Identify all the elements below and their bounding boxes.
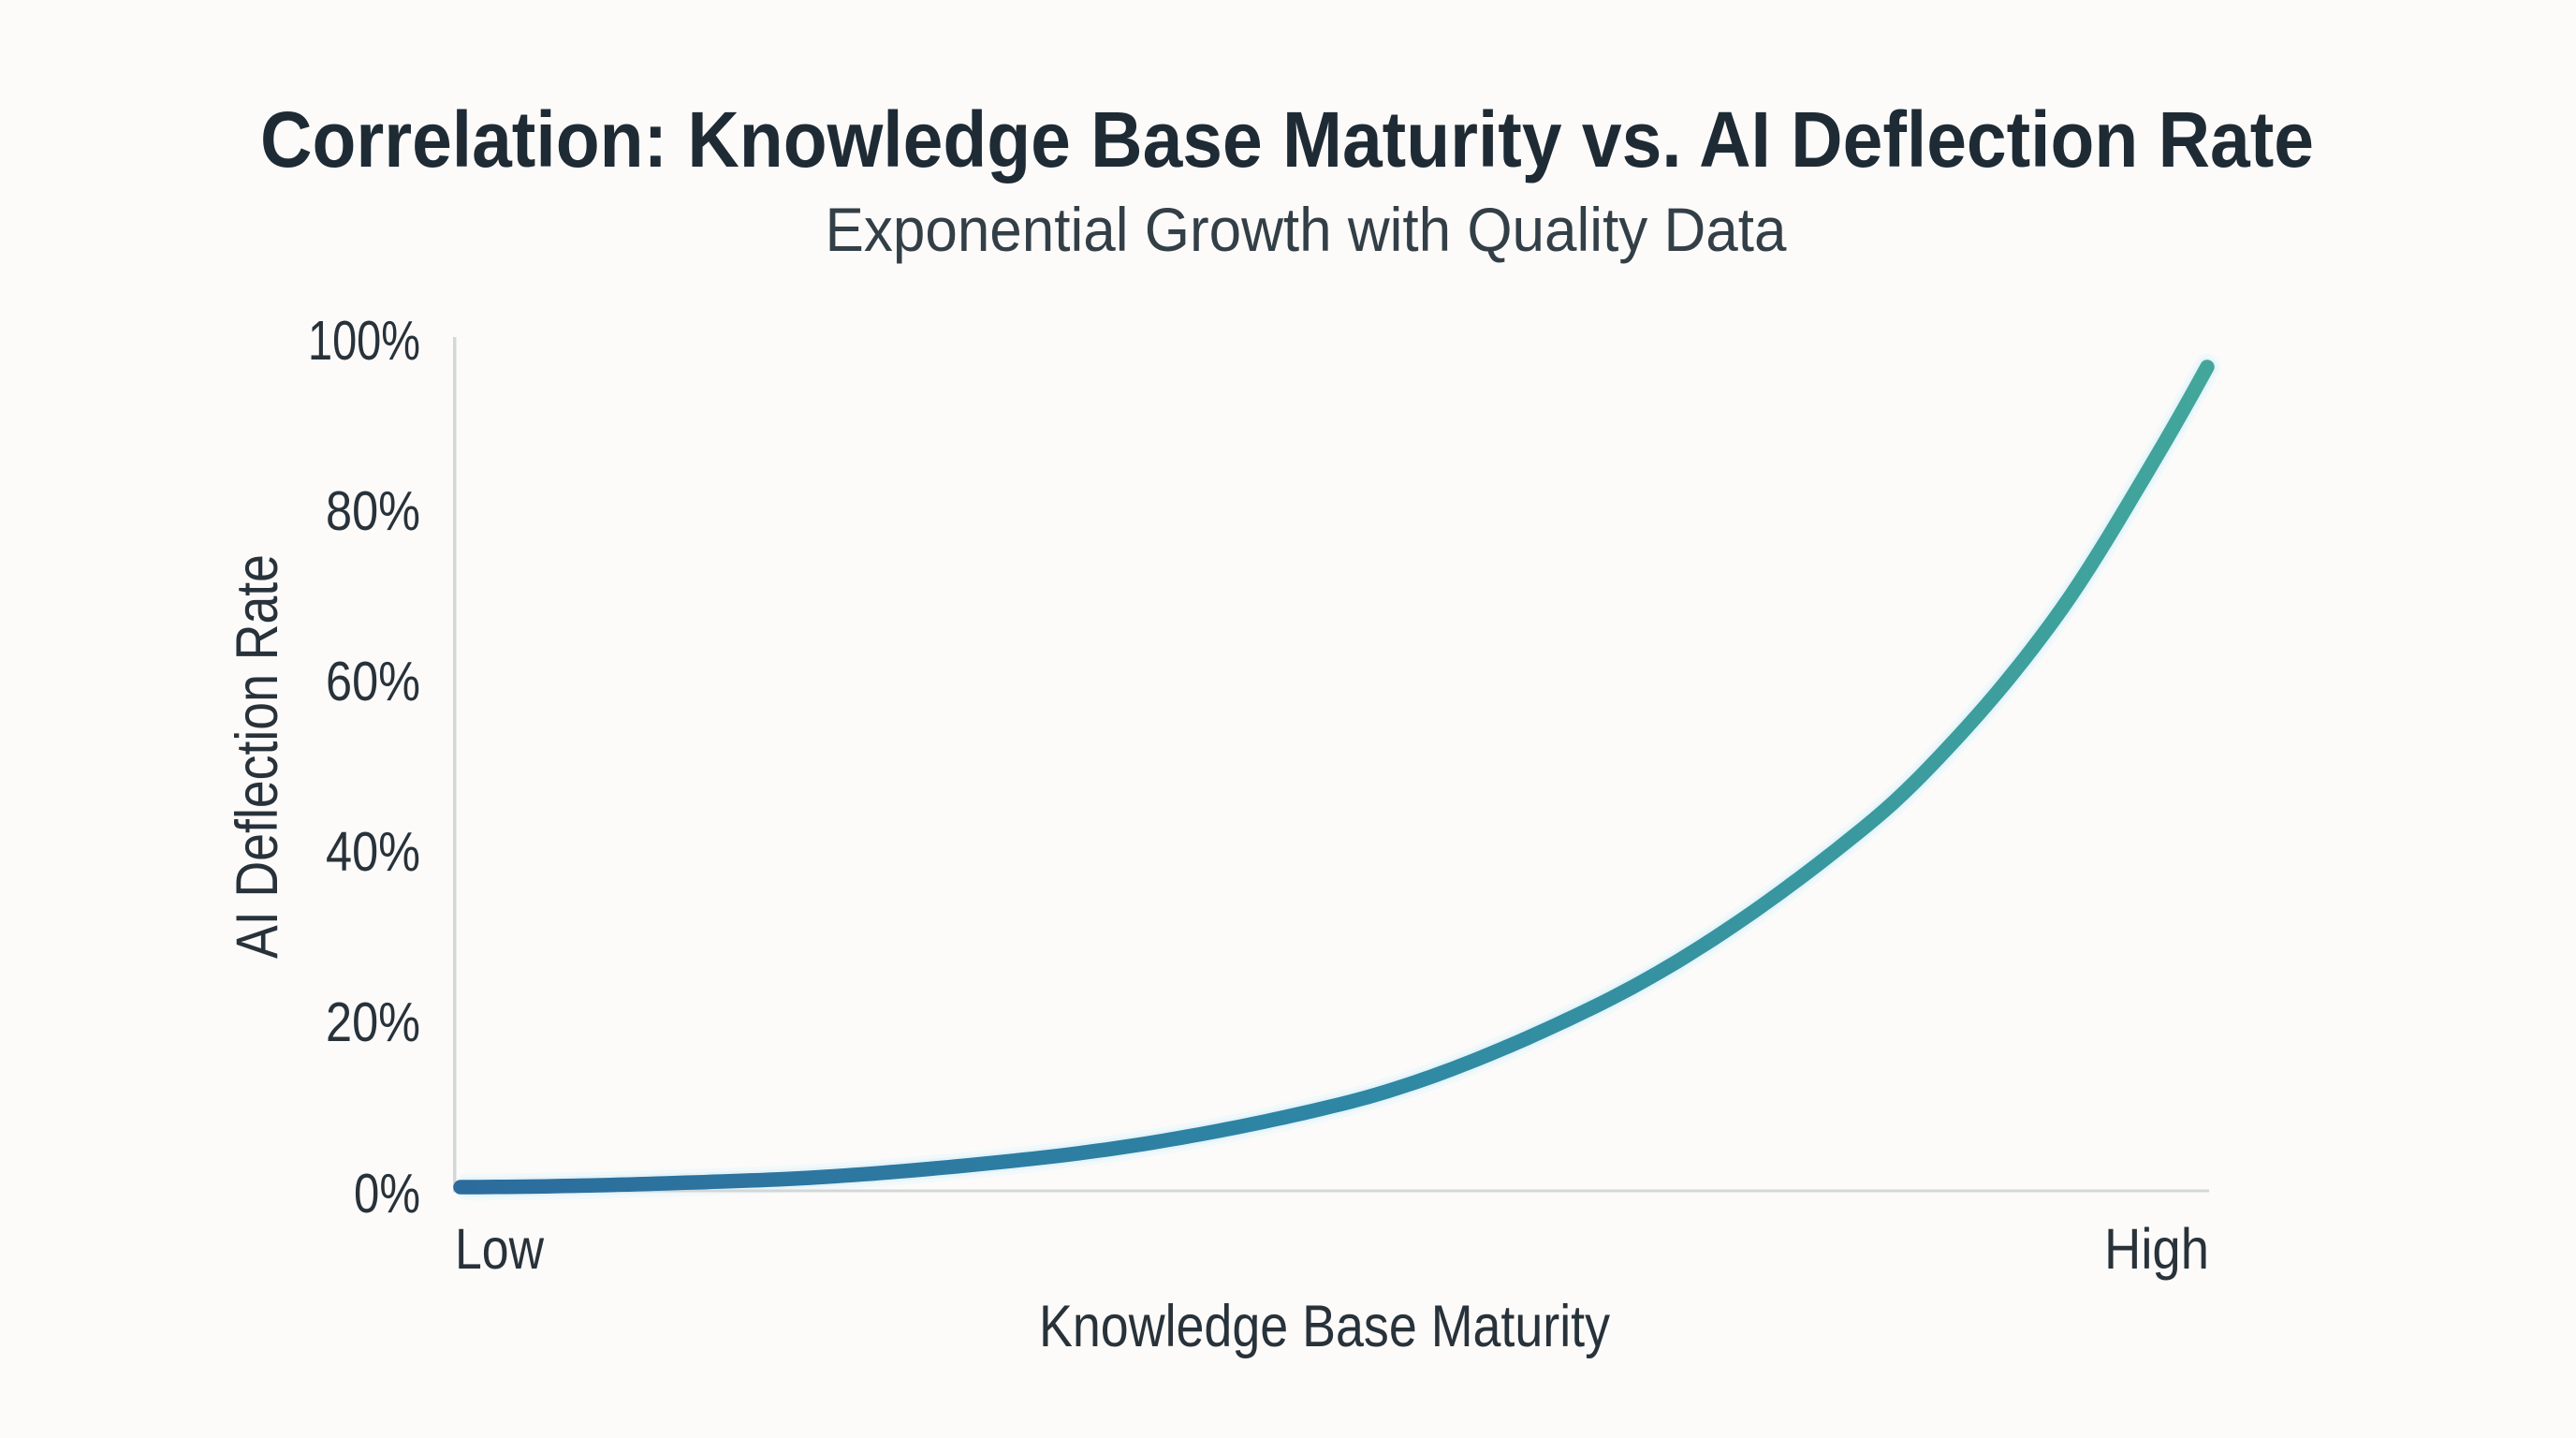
svg-text:0%: 0% [354, 1163, 420, 1225]
svg-text:Knowledge Base Maturity: Knowledge Base Maturity [1039, 1294, 1610, 1359]
svg-text:Correlation: Knowledge Base Ma: Correlation: Knowledge Base Maturity vs.… [260, 95, 2314, 183]
svg-text:Low: Low [455, 1217, 545, 1281]
svg-text:High: High [2104, 1217, 2209, 1281]
svg-text:Exponential Growth with Qualit: Exponential Growth with Quality Data [826, 195, 1787, 264]
svg-text:60%: 60% [326, 651, 420, 712]
svg-text:100%: 100% [308, 310, 420, 372]
svg-text:20%: 20% [326, 991, 420, 1053]
svg-text:40%: 40% [326, 821, 420, 883]
svg-text:AI Deflection Rate: AI Deflection Rate [225, 554, 290, 959]
svg-text:80%: 80% [326, 480, 420, 542]
